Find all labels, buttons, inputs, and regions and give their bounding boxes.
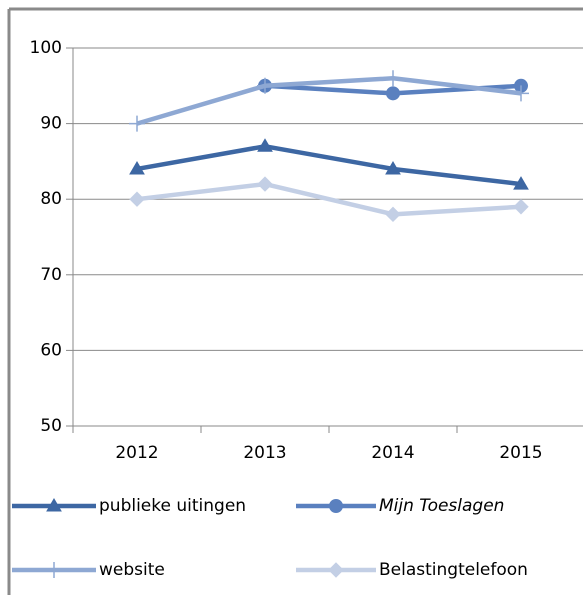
marker <box>257 176 273 192</box>
legend-entry: Mijn Toeslagen <box>296 496 504 516</box>
marker <box>385 160 401 175</box>
marker <box>513 176 529 190</box>
marker <box>386 86 400 101</box>
series-line <box>136 144 522 187</box>
marker <box>129 160 145 175</box>
series-line <box>136 181 522 217</box>
series-line <box>136 75 522 126</box>
y-tick-label: 70 <box>40 265 62 285</box>
marker <box>129 115 145 132</box>
marker <box>129 191 145 207</box>
series <box>129 176 529 223</box>
y-tick-label: 50 <box>40 416 62 436</box>
y-tick-label: 80 <box>40 189 62 209</box>
series <box>129 138 529 190</box>
legend-entry: Belastingtelefoon <box>296 560 528 580</box>
x-tick-label: 2015 <box>499 443 542 463</box>
legend-label: website <box>99 560 165 580</box>
marker <box>329 499 343 513</box>
marker <box>513 85 529 102</box>
series <box>129 70 529 132</box>
marker <box>513 199 529 215</box>
y-tick-label: 90 <box>40 114 62 134</box>
marker <box>46 498 62 512</box>
marker <box>46 562 62 578</box>
y-tick-label: 60 <box>40 340 62 360</box>
legend-entry: website <box>12 560 165 580</box>
marker <box>328 562 344 578</box>
marker <box>257 77 273 94</box>
legend-entry: publieke uitingen <box>12 496 246 516</box>
marker <box>385 70 401 87</box>
x-tick-label: 2013 <box>243 443 286 463</box>
legend-label: Mijn Toeslagen <box>379 496 504 516</box>
marker <box>385 206 401 223</box>
legend-label: publieke uitingen <box>99 496 246 516</box>
y-tick-label: 100 <box>30 38 62 58</box>
marker <box>257 138 273 152</box>
x-tick-label: 2014 <box>371 443 414 463</box>
legend-label: Belastingtelefoon <box>379 560 528 580</box>
x-tick-label: 2012 <box>115 443 158 463</box>
